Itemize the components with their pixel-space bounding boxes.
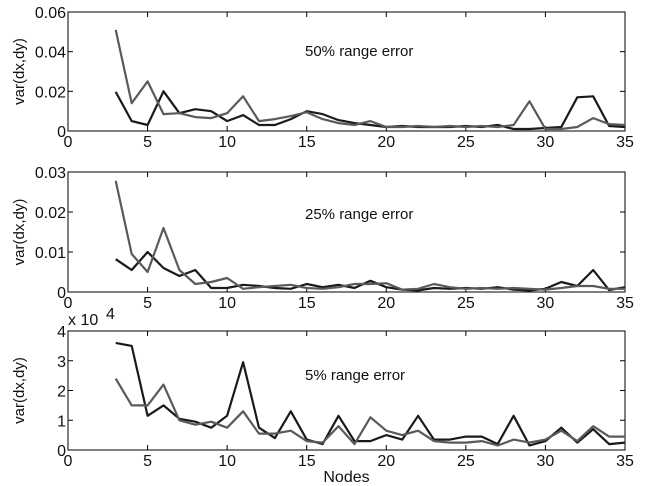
panel-3-x-tick-label: 0 [64, 453, 73, 470]
panel-2-x-tick-label: 0 [64, 295, 73, 312]
panel-3-scale-exponent: 4 [106, 306, 115, 323]
panel-2-plot-frame [67, 171, 626, 293]
panel-2-y-tick-label: 0.02 [35, 205, 66, 222]
panel-2-x-tick-label: 10 [218, 295, 236, 312]
panel-3-series-1-line [115, 341, 626, 447]
panel-1-x-tick-label: 25 [457, 134, 475, 151]
panel-2-x-tick-label: 5 [143, 295, 152, 312]
panel-2-x-tick-label: 15 [298, 295, 316, 312]
panel-3-x-axis-label: Nodes [323, 469, 369, 486]
panel-2-y-tick-label: 0.03 [35, 165, 66, 182]
panel-2-x-tick-label: 35 [616, 295, 634, 312]
panel-1-y-axis-label: var(dx,dy) [11, 38, 28, 105]
panel-1-x-tick-label: 5 [143, 134, 152, 151]
panel-3-y-tick-label: 0 [57, 443, 66, 460]
panel-3-y-tick-label: 1 [57, 413, 66, 430]
panel-1-y-tick-label: 0.02 [35, 84, 66, 101]
panel-3-x-tick-label: 5 [143, 453, 152, 470]
panel-3-x-tick-label: 10 [218, 453, 236, 470]
panel-3-series-2-line [114, 378, 625, 447]
panel-2-y-tick-label: 0 [57, 285, 66, 302]
panel-3-annotation: 5% range error [305, 367, 405, 384]
panel-1-series-2-line [114, 29, 626, 131]
panel-1-x-tick-label: 30 [537, 134, 555, 151]
panel-3-x-tick-label: 25 [457, 453, 475, 470]
panel-3-x-tick-label: 15 [298, 453, 316, 470]
panel-1-x-tick-label: 15 [298, 134, 316, 151]
panel-2-annotation: 25% range error [305, 206, 413, 223]
panel-3-x-tick-label: 20 [377, 453, 395, 470]
panel-2-y-axis-label: var(dx,dy) [11, 199, 28, 266]
panel-1-series-1-line [114, 90, 626, 131]
panel-2-x-tick-label: 25 [457, 295, 475, 312]
panel-1-x-tick-label: 20 [377, 134, 395, 151]
panel-3-y-tick-label: 2 [57, 384, 66, 401]
panel-3-y-tick-label: 4 [57, 324, 66, 341]
panel-2-series-2-line [114, 180, 625, 291]
panel-1-y-tick-label: 0.04 [35, 45, 66, 62]
panel-2-x-tick-label: 20 [377, 295, 395, 312]
panel-3-y-tick-label: 3 [57, 354, 66, 371]
panel-3-y-axis-label: var(dx,dy) [11, 357, 28, 424]
panel-1-x-tick-label: 35 [616, 134, 634, 151]
panel-1-y-tick-label: 0 [57, 124, 66, 141]
panel-2-x-tick-label: 30 [537, 295, 555, 312]
panel-1-x-tick-label: 0 [64, 134, 73, 151]
panel-3-scale-factor: x 10 [68, 312, 98, 329]
panel-3-x-tick-label: 30 [537, 453, 555, 470]
panel-1-y-tick-label: 0.06 [35, 5, 66, 22]
panel-3-x-tick-label: 35 [616, 453, 634, 470]
panel-2-y-tick-label: 0.01 [35, 245, 66, 262]
panel-1-annotation: 50% range error [305, 43, 413, 60]
panel-1-x-tick-label: 10 [218, 134, 236, 151]
panel-1-plot-frame [67, 11, 626, 132]
panel-3-plot-frame [67, 330, 626, 451]
